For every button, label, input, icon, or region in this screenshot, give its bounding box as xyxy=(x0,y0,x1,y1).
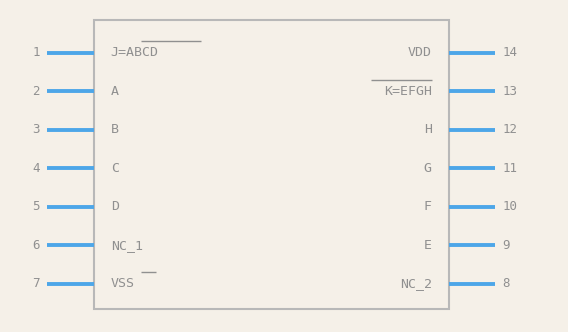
Text: VSS: VSS xyxy=(111,277,135,290)
Text: D: D xyxy=(111,200,119,213)
Text: 14: 14 xyxy=(503,46,517,59)
Text: VDD: VDD xyxy=(408,46,432,59)
Text: J=ABCD: J=ABCD xyxy=(111,46,159,59)
Text: F: F xyxy=(424,200,432,213)
Text: 7: 7 xyxy=(32,277,40,290)
Text: 8: 8 xyxy=(503,277,510,290)
Text: A: A xyxy=(111,85,119,98)
Text: 2: 2 xyxy=(32,85,40,98)
Text: C: C xyxy=(111,162,119,175)
Text: 6: 6 xyxy=(32,239,40,252)
Text: NC_1: NC_1 xyxy=(111,239,143,252)
Text: K=EFGH: K=EFGH xyxy=(383,85,432,98)
Text: 4: 4 xyxy=(32,162,40,175)
Text: 1: 1 xyxy=(32,46,40,59)
Text: H: H xyxy=(424,123,432,136)
Text: 5: 5 xyxy=(32,200,40,213)
Text: 10: 10 xyxy=(503,200,517,213)
Text: 13: 13 xyxy=(503,85,517,98)
Bar xyxy=(94,20,449,309)
Text: 9: 9 xyxy=(503,239,510,252)
Text: NC_2: NC_2 xyxy=(400,277,432,290)
Text: 11: 11 xyxy=(503,162,517,175)
Text: 3: 3 xyxy=(32,123,40,136)
Text: G: G xyxy=(424,162,432,175)
Text: E: E xyxy=(424,239,432,252)
Text: 12: 12 xyxy=(503,123,517,136)
Text: B: B xyxy=(111,123,119,136)
